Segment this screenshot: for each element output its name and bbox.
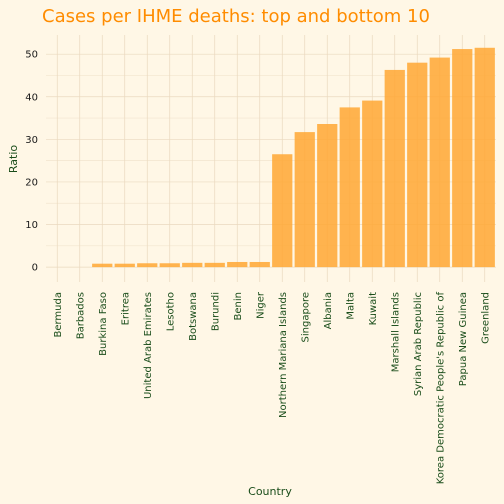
y-tick-label: 20 <box>25 177 38 188</box>
x-axis-ticks: Bermuda Barbados Burkina Faso Eritrea United… <box>53 291 492 484</box>
x-tick-label: United Arab Emirates <box>143 292 154 399</box>
bar-papua-new-guinea <box>452 49 473 268</box>
x-tick-label: Niger <box>255 291 266 319</box>
bar-korea-democratic-people-s-republic-of <box>429 57 450 268</box>
y-tick-label: 50 <box>25 50 38 61</box>
x-tick-label: Lesotho <box>165 292 176 331</box>
x-tick-label: Burundi <box>210 292 221 331</box>
y-axis-ticks: 0 10 20 30 40 50 <box>25 50 38 274</box>
x-tick-label: Albania <box>323 292 334 329</box>
bars <box>92 47 495 268</box>
x-tick-label: Malta <box>345 292 356 320</box>
x-tick-label: Barbados <box>75 292 86 339</box>
x-tick-label: Singapore <box>300 292 311 342</box>
x-tick-label: Eritrea <box>120 292 131 325</box>
bar-botswana <box>182 262 203 268</box>
bar-burkina-faso <box>92 263 113 268</box>
chart-title: Cases per IHME deaths: top and bottom 10 <box>42 6 430 27</box>
y-tick-label: 10 <box>25 220 38 231</box>
x-tick-label: Bermuda <box>53 292 64 338</box>
x-tick-label: Greenland <box>480 292 491 344</box>
x-tick-label: Syrian Arab Republic <box>413 292 424 396</box>
bar-eritrea <box>114 263 135 268</box>
y-tick-label: 40 <box>25 92 38 103</box>
bar-northern-mariana-islands <box>272 154 293 268</box>
x-tick-label: Kuwait <box>368 292 379 325</box>
y-axis-label: Ratio <box>7 145 20 174</box>
x-tick-label: Burkina Faso <box>98 292 109 356</box>
bar-lesotho <box>159 263 180 268</box>
x-tick-label: Papua New Guinea <box>458 292 469 386</box>
bar-singapore <box>294 132 315 268</box>
bar-benin <box>227 261 248 268</box>
bar-niger <box>249 261 270 268</box>
y-tick-label: 0 <box>32 263 38 274</box>
bar-malta <box>339 107 360 268</box>
x-axis-label: Country <box>248 485 292 498</box>
x-tick-label: Botswana <box>188 292 199 341</box>
x-tick-label: Benin <box>233 292 244 320</box>
bar-burundi <box>204 262 225 268</box>
x-tick-label: Northern Mariana Islands <box>278 292 289 418</box>
bar-albania <box>317 124 338 268</box>
bar-greenland <box>474 47 495 268</box>
x-tick-label: Marshall Islands <box>390 292 401 372</box>
x-tick-label: Korea Democratic People's Republic of <box>435 292 446 485</box>
bar-kuwait <box>362 100 383 268</box>
bar-syrian-arab-republic <box>407 62 428 268</box>
y-tick-label: 30 <box>25 135 38 146</box>
bar-marshall-islands <box>384 69 405 268</box>
grid-lines <box>46 35 496 282</box>
bar-united-arab-emirates <box>137 263 158 268</box>
